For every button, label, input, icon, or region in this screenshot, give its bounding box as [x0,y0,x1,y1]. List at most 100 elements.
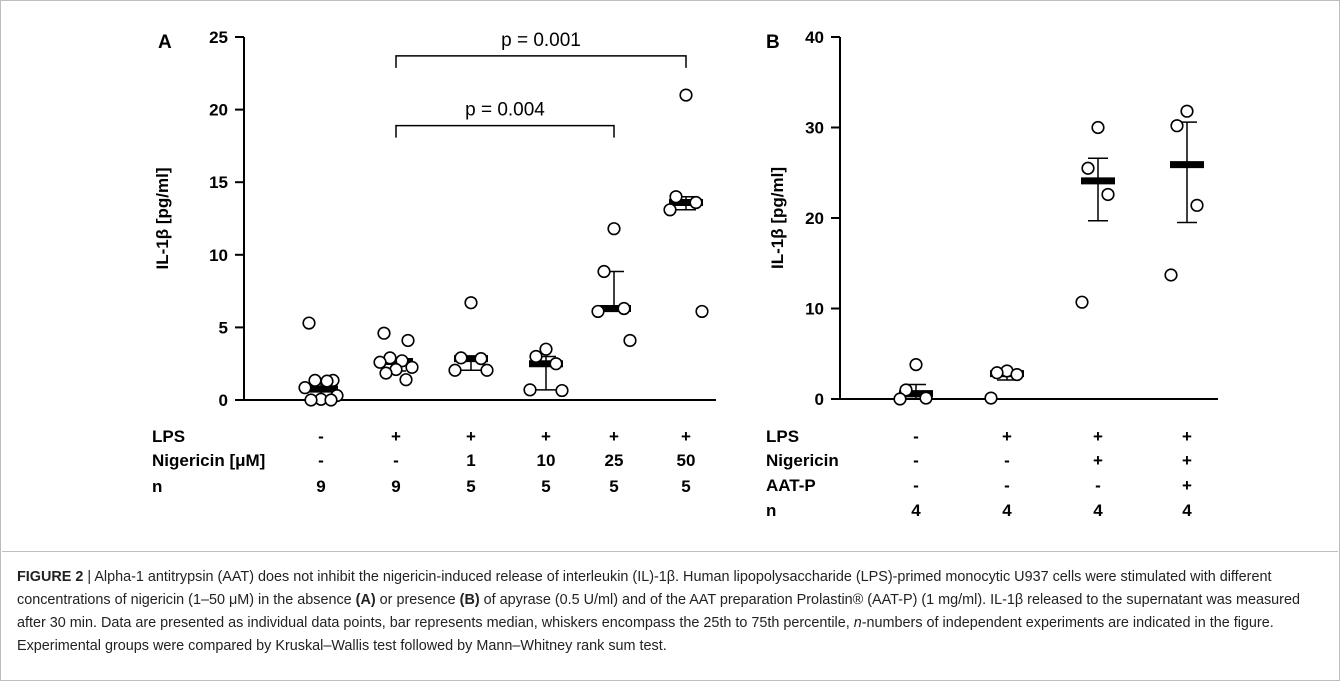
table-cell: 5 [681,477,690,496]
data-point [663,203,677,217]
group-5 [591,222,637,348]
table-cell: 5 [466,477,475,496]
data-point [899,383,913,397]
data-point [401,333,415,348]
table-cell: - [393,451,399,470]
table-row: Nigericin - - + + [766,451,1192,470]
data-point [464,296,478,310]
data-point [377,326,391,340]
caption-separator-text: | [83,569,95,585]
data-point [1164,268,1178,282]
y-tick-label: 25 [209,28,228,47]
y-tick-label: 5 [219,318,228,337]
caption-text-part1: Alpha-1 antitrypsin (AAT) does not inhib… [17,569,1272,608]
table-cell: + [391,427,401,446]
data-point [623,333,637,348]
y-tick-label: 30 [805,119,824,138]
data-point [405,360,419,374]
table-cell: + [466,427,476,446]
table-row-label: LPS [152,427,185,446]
bracket-line [395,55,687,68]
caption-n-italic: n [853,615,862,631]
data-point [669,190,683,204]
data-point [597,264,611,279]
data-point [1170,119,1184,133]
significance-bracket: p = 0.004 [395,100,615,138]
data-point [1091,120,1105,135]
p-value-label: p = 0.001 [501,30,581,51]
y-tick-label: 0 [815,390,824,409]
table-cell: + [1093,451,1103,470]
data-point [591,304,605,319]
data-point [617,301,631,316]
y-tick-label: 10 [805,300,824,319]
data-point [298,381,312,395]
table-row: AAT-P - - - + [766,476,1192,495]
table-cell: - [318,427,324,446]
y-tick-label: 40 [805,28,824,47]
caption-ref-b: (B) [459,592,480,608]
panel-label: A [158,32,172,53]
table-row: n 4 4 4 4 [766,501,1192,520]
caption-figure-label: FIGURE 2 [17,569,84,585]
y-tick-label: 20 [209,101,228,120]
table-cell: 5 [609,477,618,496]
y-axis-label: IL-1β [pg/ml] [153,168,172,270]
data-point [909,358,923,372]
table-cell: + [1182,451,1192,470]
table-cell: 1 [466,451,475,470]
data-point [480,363,494,377]
group-6 [663,88,709,319]
table-cell: - [913,476,919,495]
group-4 [523,342,569,398]
data-point [695,304,709,319]
bracket-line [395,124,615,138]
y-tick-label: 20 [805,209,824,228]
y-axis-label: IL-1β [pg/ml] [768,167,787,269]
table-cell: + [609,427,619,446]
caption-separator [2,551,1338,552]
data-point [523,383,537,397]
table-cell: - [318,451,324,470]
table-cell: + [541,427,551,446]
data-point [555,383,569,398]
group-4 [1164,104,1204,282]
caption-text-part2: or presence [375,592,460,608]
table-cell: + [681,427,691,446]
data-point [448,363,462,377]
group-2 [984,364,1024,405]
data-point [324,393,338,407]
data-point [549,357,563,371]
y-tick-label: 0 [219,391,228,410]
table-row: LPS - + + + [766,427,1192,446]
data-point [454,351,468,365]
data-point [373,355,387,369]
p-value-label: p = 0.004 [465,100,545,121]
table-cell: - [913,451,919,470]
table-row-label: LPS [766,427,799,446]
data-point [474,352,488,366]
data-point [1081,161,1095,175]
table-row-label: n [766,501,776,520]
group-1 [298,316,344,407]
data-point [529,349,543,364]
table-row-label: AAT-P [766,476,816,495]
data-point [539,342,553,356]
table-row: LPS - + + + + + [152,427,691,446]
caption-text-part3: of apyrase (0.5 U/ml) and of the AAT pre… [17,592,1300,631]
data-point [302,316,316,330]
table-row-label: Nigericin [766,451,839,470]
data-point [304,393,318,407]
table-cell: 4 [911,501,921,520]
data-point [689,195,703,210]
data-point [1101,187,1115,202]
panel-label: B [766,32,780,53]
data-point [679,88,693,102]
table-cell: 4 [1093,501,1103,520]
data-point [984,391,998,405]
table-cell: 4 [1182,501,1192,520]
caption-ref-a: (A) [355,592,376,608]
